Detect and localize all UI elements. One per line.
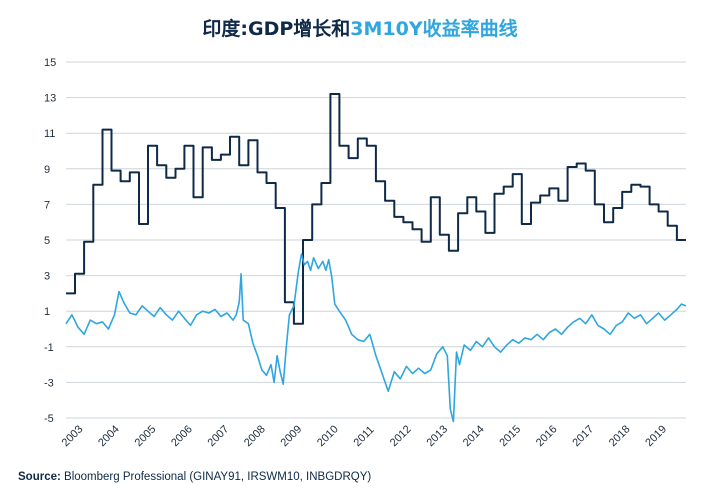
yield-curve-series-line bbox=[65, 253, 687, 423]
x-tick-label: 2018 bbox=[607, 423, 633, 449]
x-tick-label: 2006 bbox=[169, 423, 195, 449]
x-tick-label: 2011 bbox=[351, 424, 376, 449]
gdp-growth-series-line bbox=[66, 93, 686, 325]
y-tick-label: -1 bbox=[44, 342, 54, 354]
y-axis-ticks: 15 13 11 9 7 5 3 1 -1 -3 -5 bbox=[44, 57, 56, 425]
title-part-1: 印度:GDP增长和 bbox=[202, 18, 351, 40]
x-tick-label: 2015 bbox=[497, 423, 523, 449]
x-tick-label: 2019 bbox=[643, 423, 669, 449]
x-tick-label: 2005 bbox=[133, 423, 159, 449]
y-tick-label: 1 bbox=[44, 306, 50, 318]
x-tick-label: 2013 bbox=[424, 423, 450, 449]
y-tick-label: -3 bbox=[44, 377, 54, 389]
y-tick-label: -5 bbox=[44, 413, 54, 425]
x-axis-ticks: 2003 2004 2005 2006 2007 2008 2009 2010 2011 2012… bbox=[60, 423, 669, 449]
x-tick-label: 2008 bbox=[242, 423, 268, 449]
y-tick-label: 9 bbox=[44, 164, 50, 176]
x-tick-label: 2012 bbox=[388, 423, 414, 449]
y-tick-label: 11 bbox=[44, 128, 55, 140]
title-part-2: 3M10Y收益率曲线 bbox=[350, 18, 518, 40]
x-tick-label: 2010 bbox=[315, 423, 341, 449]
series-lines bbox=[65, 93, 687, 423]
gridlines bbox=[66, 61, 686, 419]
x-tick-label: 2007 bbox=[206, 423, 232, 449]
x-tick-label: 2003 bbox=[60, 423, 86, 449]
y-tick-label: 15 bbox=[44, 57, 56, 69]
source-note: Source: Bloomberg Professional (GINAY91,… bbox=[18, 471, 371, 483]
x-tick-label: 2017 bbox=[570, 423, 596, 449]
x-tick-label: 2004 bbox=[96, 423, 122, 449]
y-tick-label: 7 bbox=[44, 199, 50, 211]
y-tick-label: 13 bbox=[44, 93, 56, 105]
chart-title: 印度:GDP增长和3M10Y收益率曲线 bbox=[0, 14, 720, 41]
x-tick-label: 2016 bbox=[534, 423, 560, 449]
y-tick-label: 3 bbox=[44, 271, 50, 283]
source-text: Bloomberg Professional (GINAY91, IRSWM10… bbox=[64, 471, 372, 483]
y-tick-label: 5 bbox=[44, 235, 50, 247]
x-tick-label: 2014 bbox=[461, 423, 487, 449]
source-label: Source: bbox=[18, 471, 61, 483]
x-tick-label: 2009 bbox=[279, 423, 305, 449]
